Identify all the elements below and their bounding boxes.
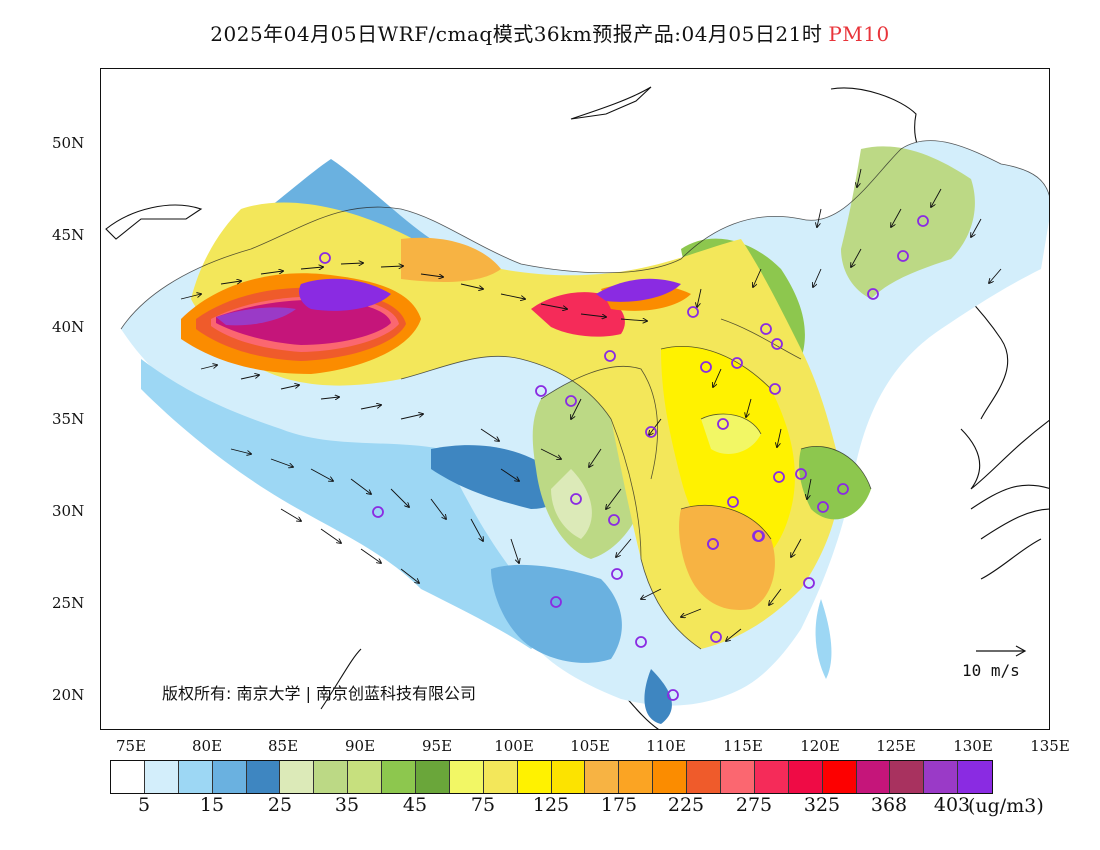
legend-tick-275: 275 xyxy=(735,794,773,816)
pm10-field xyxy=(121,140,1049,724)
lon-label-125e: 125E xyxy=(876,737,916,755)
legend-swatch xyxy=(348,761,383,793)
lat-label-50n: 50N xyxy=(52,134,85,152)
legend-swatch xyxy=(483,761,518,793)
legend-swatch xyxy=(687,761,722,793)
map-panel xyxy=(100,68,1050,730)
legend-swatch xyxy=(280,761,315,793)
lon-label-80e: 80E xyxy=(191,737,223,755)
copyright-notice: 版权所有: 南京大学 | 南京创蓝科技有限公司 xyxy=(162,684,477,703)
legend-tick-25: 25 xyxy=(267,794,293,816)
legend-tick-403: 403 xyxy=(933,794,971,816)
legend-swatch xyxy=(246,761,281,793)
legend-swatch xyxy=(314,761,349,793)
legend-tick-125: 125 xyxy=(532,794,570,816)
legend-swatch xyxy=(517,761,552,793)
legend-tick-325: 325 xyxy=(803,794,841,816)
lon-label-135e: 135E xyxy=(1030,737,1070,755)
legend-swatch xyxy=(212,761,247,793)
legend-swatch xyxy=(924,761,959,793)
legend-swatch xyxy=(788,761,823,793)
legend-swatch xyxy=(619,761,654,793)
legend-swatch xyxy=(382,761,417,793)
legend-swatch xyxy=(178,761,213,793)
province-borders xyxy=(120,140,1049,650)
legend-tick-175: 175 xyxy=(600,794,638,816)
legend-swatch xyxy=(822,761,857,793)
legend-swatch xyxy=(144,761,179,793)
map-title: 2025年04月05日WRF/cmaq模式36km预报产品:04月05日21时 P… xyxy=(0,18,1100,47)
wind-vectors xyxy=(180,168,1002,641)
legend-tick-225: 225 xyxy=(667,794,705,816)
legend-tick-75: 75 xyxy=(470,794,496,816)
legend-tick-35: 35 xyxy=(334,794,360,816)
wind-scale-arrow xyxy=(976,645,1027,657)
lon-label-85e: 85E xyxy=(267,737,299,755)
lat-label-45n: 45N xyxy=(52,226,85,244)
lon-label-105e: 105E xyxy=(570,737,610,755)
legend-swatch xyxy=(958,761,993,793)
legend-tick-368: 368 xyxy=(870,794,908,816)
wind-scale-label: 10 m/s xyxy=(962,661,1020,680)
lon-label-115e: 115E xyxy=(723,737,763,755)
lon-label-75e: 75E xyxy=(115,737,147,755)
lat-label-35n: 35N xyxy=(52,410,85,428)
station-markers xyxy=(319,215,929,701)
color-legend xyxy=(110,760,994,794)
legend-swatch xyxy=(111,761,145,793)
legend-swatch xyxy=(856,761,891,793)
legend-swatch xyxy=(449,761,484,793)
legend-unit: (ug/m3) xyxy=(968,795,1044,817)
lat-label-25n: 25N xyxy=(52,594,85,612)
legend-swatch xyxy=(653,761,688,793)
legend-swatch xyxy=(890,761,925,793)
lat-label-40n: 40N xyxy=(52,318,85,336)
lon-label-95e: 95E xyxy=(421,737,453,755)
lon-label-120e: 120E xyxy=(800,737,840,755)
legend-swatch xyxy=(721,761,755,793)
lat-label-20n: 20N xyxy=(52,686,85,704)
pollutant-label: PM10 xyxy=(828,22,890,46)
pm10-map xyxy=(105,86,1049,729)
legend-tick-45: 45 xyxy=(402,794,428,816)
lon-label-100e: 100E xyxy=(494,737,534,755)
legend-swatch xyxy=(585,761,620,793)
lon-label-110e: 110E xyxy=(646,737,686,755)
lon-label-90e: 90E xyxy=(344,737,376,755)
lon-label-130e: 130E xyxy=(953,737,993,755)
lat-label-30n: 30N xyxy=(52,502,85,520)
legend-tick-5: 5 xyxy=(137,794,151,816)
title-text: 2025年04月05日WRF/cmaq模式36km预报产品:04月05日21时 xyxy=(210,22,823,46)
legend-swatch xyxy=(754,761,789,793)
legend-swatch xyxy=(551,761,586,793)
legend-tick-15: 15 xyxy=(199,794,225,816)
legend-swatch xyxy=(416,761,450,793)
